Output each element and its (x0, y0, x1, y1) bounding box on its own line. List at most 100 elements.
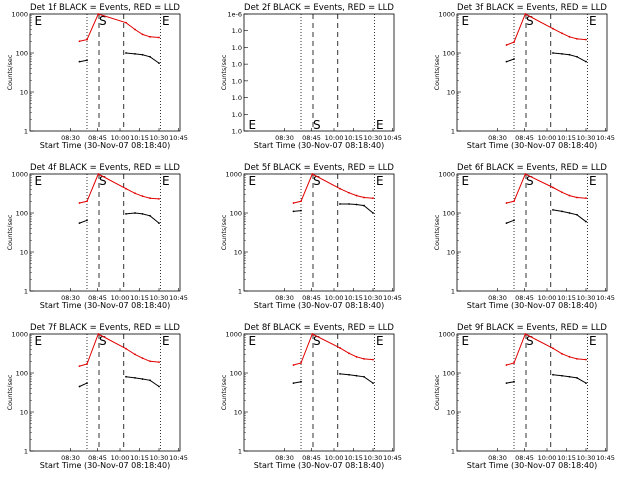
x-tick-label: 08:45 (302, 454, 321, 462)
flag-label-e: E (249, 334, 257, 348)
events-data-point (568, 212, 571, 214)
events-series-line (506, 209, 587, 224)
y-axis-label: Counts/sec (220, 54, 228, 90)
events-data-point (300, 380, 302, 383)
events-data-point (292, 210, 295, 213)
events-data-point (505, 222, 508, 225)
lld-data-point (158, 197, 160, 200)
x-axis-label: Start Time (30-Nov-07 08:18:40) (40, 461, 170, 470)
panel-3: Det 3f BLACK = Events, RED = LLD 08:30 08:… (433, 3, 615, 150)
y-tick-label: 100 (230, 370, 242, 378)
lld-data-point (311, 333, 314, 335)
lld-data-point (300, 200, 302, 203)
lld-data-point (134, 353, 136, 356)
lld-data-point (348, 191, 350, 194)
events-data-point (355, 203, 358, 206)
panel-1: Det 1f BLACK = Events, RED = LLD 08:30 08:… (6, 3, 188, 150)
x-tick-label: 08:45 (515, 294, 534, 302)
events-data-point (585, 220, 587, 223)
flag-label-e: E (35, 334, 43, 348)
x-tick-label: 10:15 (344, 454, 363, 462)
events-data-point (149, 55, 151, 58)
y-axis-label: Counts/sec (433, 54, 441, 90)
flag-label-e: E (462, 334, 470, 348)
plot-frame (29, 13, 181, 132)
x-tick-label: 10:00 (111, 454, 130, 462)
lld-data-point (141, 33, 144, 36)
y-tick-label: 10 (234, 249, 242, 257)
y-tick-label: 1 (24, 128, 28, 136)
x-tick-label: 08:45 (88, 294, 107, 302)
events-data-point (513, 219, 515, 222)
x-tick-label: 08:30 (275, 294, 294, 302)
lld-data-point (505, 202, 508, 204)
x-tick-label: 10:00 (538, 454, 557, 462)
events-data-point (576, 213, 578, 216)
x-tick-label: 10:45 (596, 134, 615, 142)
events-data-point (78, 385, 81, 388)
x-tick-label: 10:45 (596, 294, 615, 302)
y-tick-label: 1000 (225, 171, 242, 179)
x-tick-label: 10:15 (344, 134, 363, 142)
flag-label-e: E (162, 174, 170, 188)
lld-data-point (561, 32, 563, 35)
x-axis-label: Start Time (30-Nov-07 08:18:40) (467, 141, 597, 150)
flag-label-e: E (376, 174, 384, 188)
y-tick-label: 100 (16, 50, 28, 58)
panel-title: Det 3f BLACK = Events, RED = LLD (457, 3, 607, 13)
x-tick-label: 08:30 (61, 134, 80, 142)
y-tick-label: 1.0 (232, 128, 242, 136)
flag-label-e: E (35, 14, 43, 28)
events-data-point (505, 382, 508, 385)
lld-data-point (78, 40, 81, 43)
lld-data-point (339, 347, 341, 349)
x-tick-label: 10:15 (130, 294, 149, 302)
flag-label-e: E (162, 14, 170, 28)
plot-frame (456, 13, 608, 132)
panel-title: Det 1f BLACK = Events, RED = LLD (30, 3, 180, 13)
x-tick-label: 10:30 (577, 294, 596, 302)
y-tick-label: 10 (20, 89, 28, 97)
events-data-point (585, 60, 587, 63)
lld-data-point (552, 347, 554, 350)
plot-frame (243, 333, 395, 452)
lld-series-line (506, 333, 587, 366)
y-tick-label: 1 (451, 448, 455, 456)
lld-data-point (125, 347, 127, 350)
plot-frame (243, 13, 395, 132)
y-tick-label: 100 (443, 210, 455, 218)
panel-2: Det 2f BLACK = Events, RED = LLD 08:30 08:… (220, 3, 402, 150)
events-data-point (86, 382, 88, 385)
events-series-line (506, 374, 587, 384)
lld-data-point (292, 202, 295, 204)
y-tick-label: 1000 (11, 171, 28, 179)
flag-label-e: E (376, 118, 384, 132)
lld-data-point (97, 333, 100, 335)
panel-8: Det 8f BLACK = Events, RED = LLD 08:30 08:… (220, 323, 402, 470)
lld-data-point (86, 200, 88, 203)
lld-data-point (141, 195, 144, 198)
events-data-point (552, 209, 554, 211)
y-tick-label: 100 (16, 370, 28, 378)
x-tick-label: 08:45 (88, 134, 107, 142)
events-data-point (348, 203, 350, 205)
x-tick-label: 08:30 (488, 294, 507, 302)
x-tick-label: 10:15 (557, 454, 576, 462)
lld-data-point (348, 352, 350, 355)
events-data-point (78, 60, 81, 63)
lld-data-point (552, 27, 554, 30)
events-data-point (158, 385, 160, 388)
y-tick-label: 1000 (438, 331, 455, 339)
y-tick-label: 10 (20, 409, 28, 417)
lld-data-point (158, 36, 160, 39)
lld-data-point (363, 357, 365, 360)
y-tick-label: 1.0 (232, 27, 242, 35)
lld-data-point (524, 333, 527, 335)
events-data-point (134, 212, 136, 214)
x-tick-label: 08:45 (302, 134, 321, 142)
events-data-point (141, 378, 144, 380)
lld-data-point (372, 197, 374, 200)
flag-label-s: S (99, 14, 107, 28)
x-tick-label: 08:30 (488, 454, 507, 462)
